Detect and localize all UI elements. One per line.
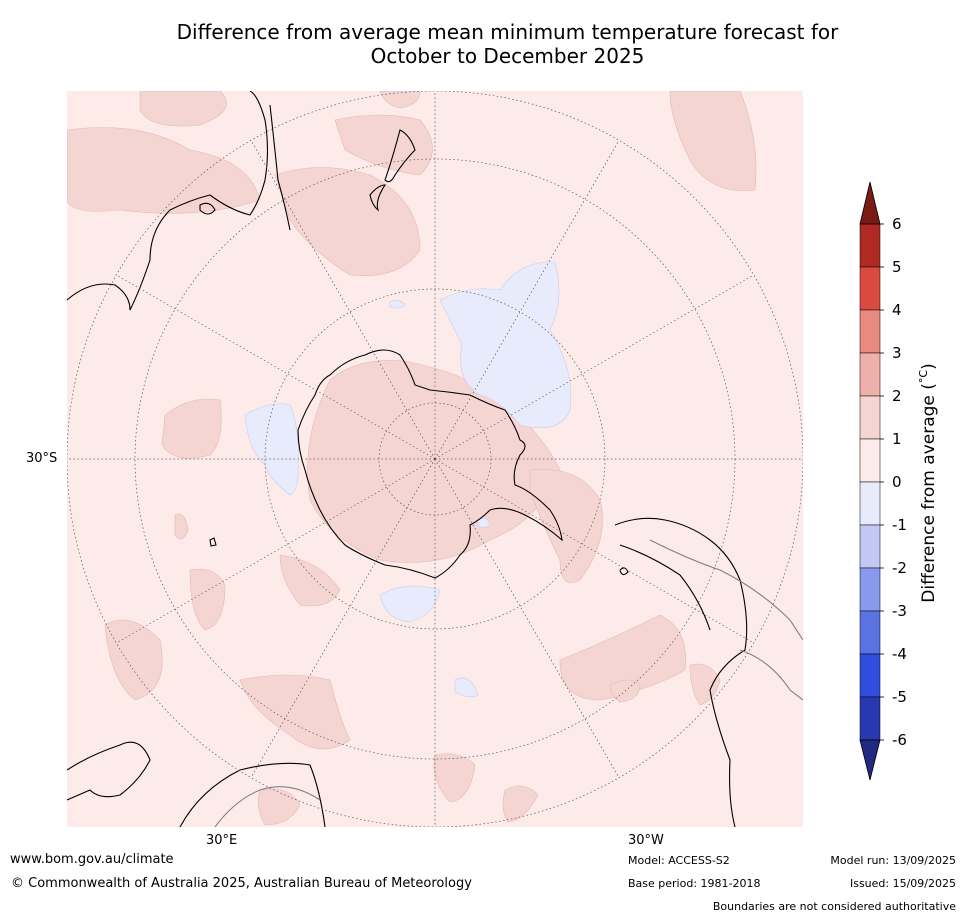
latitude-label-30s: 30°S xyxy=(26,451,58,466)
anomaly-cool-regions xyxy=(244,261,572,698)
meridian-300 xyxy=(116,274,436,460)
map-title: Difference from average mean minimum tem… xyxy=(60,20,955,68)
cool-region-south-indian xyxy=(379,585,441,623)
meridian-120 xyxy=(434,458,754,644)
longitude-label-30w: 30°W xyxy=(628,833,664,848)
colorbar-bin xyxy=(859,567,881,612)
colorbar-tick-label: -3 xyxy=(892,602,907,620)
colorbar-tick-label: -2 xyxy=(892,559,907,577)
warm-region-west-indian xyxy=(161,398,222,459)
south-america-boundary-2 xyxy=(739,649,803,701)
south-america-boundary-1 xyxy=(649,539,803,641)
title-line-2: October to December 2025 xyxy=(370,44,645,68)
africa-boundary-1 xyxy=(214,786,321,827)
colorbar-tick-label: -5 xyxy=(892,688,907,706)
anomaly-warm-regions xyxy=(67,91,757,826)
colorbar-tick-label: -1 xyxy=(892,516,907,534)
colorbar-bin xyxy=(859,438,881,483)
antarctica-coastline xyxy=(297,349,563,579)
boundaries-disclaimer: Boundaries are not considered authoritat… xyxy=(712,900,956,913)
south-africa-coastline xyxy=(179,762,326,827)
cool-region-south-pacific xyxy=(439,261,572,429)
warm-region-tasman xyxy=(274,167,421,276)
colorbar-extend-max-arrow xyxy=(859,181,881,225)
colorbar-tick-label: 4 xyxy=(892,301,902,319)
warm-region-antarctica xyxy=(307,360,561,563)
tasmania xyxy=(199,202,216,215)
africa-coastline xyxy=(67,741,151,801)
south-america-south xyxy=(619,544,711,631)
meridian-150 xyxy=(434,458,620,778)
south-america-coastline xyxy=(614,517,748,827)
colorbar-label: Difference from average (°C) xyxy=(917,363,939,603)
colorbar-tick-label: 2 xyxy=(892,387,902,405)
colorbar-bin xyxy=(859,696,881,741)
issued-date: Issued: 15/09/2025 xyxy=(849,877,956,890)
falklands xyxy=(619,567,629,576)
warm-region-small-1 xyxy=(174,513,189,540)
meridian-240 xyxy=(116,458,436,644)
colorbar-bin xyxy=(859,223,881,268)
colorbar-bin xyxy=(859,610,881,655)
model-name: Model: ACCESS-S2 xyxy=(628,854,730,867)
colorbar-bins xyxy=(859,223,881,741)
warm-region-south-indian xyxy=(189,568,226,631)
warm-region-ne-pacific xyxy=(669,91,757,191)
warm-region-top-left xyxy=(139,91,227,127)
meridian-330 xyxy=(250,140,436,460)
madagascar xyxy=(209,537,217,547)
cool-region-small-2 xyxy=(389,300,406,309)
graticule xyxy=(67,91,803,827)
warm-region-top-center xyxy=(379,91,421,109)
base-period: Base period: 1981-2018 xyxy=(628,877,761,890)
colorbar-bin xyxy=(859,309,881,354)
colorbar-ticks: 6 5 4 3 2 1 0 -1 -2 -3 -4 -5 -6 xyxy=(880,215,907,749)
colorbar-bin xyxy=(859,266,881,311)
colorbar-tick-label: 5 xyxy=(892,258,902,276)
colorbar: 6 5 4 3 2 1 0 -1 -2 -3 -4 -5 -6 xyxy=(859,181,907,781)
warm-region-south-atlantic-east xyxy=(559,614,686,701)
cool-region-indian xyxy=(244,403,299,496)
new-zealand-south xyxy=(369,184,387,212)
meridian-210 xyxy=(250,458,436,778)
meridian-30 xyxy=(434,140,620,460)
country-boundaries xyxy=(214,539,803,827)
copyright-notice: © Commonwealth of Australia 2025, Austra… xyxy=(11,876,472,891)
warm-region-nz-east xyxy=(334,114,433,176)
colorbar-bin xyxy=(859,524,881,569)
colorbar-tick-label: 6 xyxy=(892,215,902,233)
warm-region-africa-west xyxy=(104,619,163,701)
warm-region-south-atlantic xyxy=(529,469,603,583)
cool-region-small-3 xyxy=(477,518,491,528)
colorbar-bin xyxy=(859,653,881,698)
website-link[interactable]: www.bom.gov.au/climate xyxy=(10,852,174,867)
longitude-label-30e: 30°E xyxy=(206,833,238,848)
colorbar-tick-label: -6 xyxy=(892,731,907,749)
cool-region-small-1 xyxy=(454,677,479,698)
warm-region-south-africa-east xyxy=(689,663,721,706)
colorbar-bin xyxy=(859,395,881,440)
warm-region-southern-indian xyxy=(279,554,341,607)
title-line-1: Difference from average mean minimum tem… xyxy=(176,20,839,44)
colorbar-tick-label: -4 xyxy=(892,645,907,663)
colorbar-tick-label: 3 xyxy=(892,344,902,362)
colorbar-tick-label: 1 xyxy=(892,430,902,448)
model-run-date: Model run: 13/09/2025 xyxy=(830,854,956,867)
colorbar-extend-min-arrow xyxy=(859,739,881,781)
warm-region-bottom-left xyxy=(258,788,301,826)
new-zealand-north xyxy=(384,129,416,183)
meridian-60 xyxy=(434,274,754,460)
warm-region-ne-australia xyxy=(67,127,261,214)
colorbar-tick-label: 0 xyxy=(892,473,902,491)
warm-region-bottom-right xyxy=(502,785,539,823)
warm-region-bottom-center xyxy=(433,753,476,803)
colorbar-bin xyxy=(859,352,881,397)
graticule-circle-2 xyxy=(264,288,606,630)
colorbar-bin xyxy=(859,481,881,526)
warm-region-central-south xyxy=(239,674,351,750)
